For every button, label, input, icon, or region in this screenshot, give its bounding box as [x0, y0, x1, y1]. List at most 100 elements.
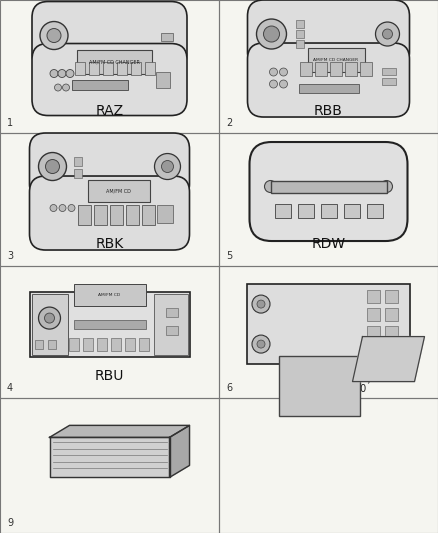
Text: 10: 10: [355, 384, 367, 394]
Text: 4: 4: [7, 383, 13, 393]
Text: AM/FM CD: AM/FM CD: [99, 293, 120, 297]
Bar: [166, 326, 177, 335]
FancyBboxPatch shape: [32, 2, 187, 69]
Circle shape: [39, 307, 60, 329]
Text: RBB: RBB: [314, 104, 343, 118]
Text: 1: 1: [7, 118, 13, 128]
Bar: [219, 0, 438, 133]
Circle shape: [39, 152, 67, 181]
Bar: [89, 61, 99, 75]
Circle shape: [252, 335, 270, 353]
Bar: [345, 62, 357, 76]
Bar: [296, 30, 304, 38]
Circle shape: [45, 313, 54, 323]
Bar: [275, 204, 290, 217]
Bar: [110, 205, 123, 225]
Bar: [47, 340, 56, 349]
Text: AM/FM CD: AM/FM CD: [106, 188, 131, 193]
Circle shape: [46, 159, 60, 174]
Bar: [88, 180, 149, 201]
Bar: [271, 181, 386, 192]
Bar: [74, 320, 145, 329]
Bar: [0, 133, 219, 266]
Circle shape: [63, 84, 70, 91]
Polygon shape: [170, 425, 190, 478]
Bar: [343, 204, 360, 217]
Bar: [32, 294, 67, 354]
Bar: [329, 62, 342, 76]
FancyBboxPatch shape: [29, 133, 190, 200]
Bar: [74, 168, 81, 177]
Circle shape: [257, 340, 265, 348]
Bar: [93, 205, 106, 225]
Bar: [296, 40, 304, 48]
Bar: [381, 78, 396, 85]
Circle shape: [162, 160, 173, 173]
Text: 2: 2: [226, 118, 232, 128]
Polygon shape: [49, 425, 190, 438]
Circle shape: [279, 68, 287, 76]
Ellipse shape: [265, 181, 276, 192]
Bar: [0, 266, 219, 398]
Bar: [321, 204, 336, 217]
Bar: [156, 71, 170, 87]
Bar: [0, 0, 219, 133]
Bar: [360, 62, 371, 76]
Bar: [153, 294, 187, 354]
Text: 3: 3: [7, 251, 13, 261]
Circle shape: [382, 29, 392, 39]
Bar: [385, 290, 398, 303]
Circle shape: [50, 69, 58, 77]
Bar: [35, 340, 42, 349]
Bar: [247, 284, 410, 364]
Circle shape: [68, 205, 75, 212]
Bar: [74, 284, 145, 306]
Bar: [367, 344, 380, 357]
Bar: [297, 204, 314, 217]
Bar: [300, 62, 311, 76]
Bar: [307, 48, 364, 72]
Circle shape: [40, 21, 68, 50]
Bar: [75, 61, 85, 75]
Circle shape: [47, 29, 61, 43]
Bar: [219, 398, 438, 533]
Bar: [299, 84, 358, 93]
Bar: [385, 308, 398, 321]
Circle shape: [375, 22, 399, 46]
Bar: [71, 79, 127, 90]
Circle shape: [279, 80, 287, 88]
FancyBboxPatch shape: [247, 43, 410, 117]
Bar: [279, 356, 360, 416]
Bar: [29, 292, 190, 357]
Bar: [219, 133, 438, 266]
Bar: [367, 204, 382, 217]
Text: 6: 6: [226, 383, 232, 393]
Circle shape: [264, 26, 279, 42]
Bar: [145, 61, 155, 75]
FancyBboxPatch shape: [29, 176, 190, 250]
Bar: [296, 20, 304, 28]
Circle shape: [50, 205, 57, 212]
Circle shape: [66, 69, 74, 77]
Bar: [110, 338, 120, 351]
Bar: [141, 205, 155, 225]
Bar: [131, 61, 141, 75]
Bar: [138, 338, 148, 351]
Polygon shape: [49, 438, 170, 478]
Bar: [156, 205, 173, 223]
Bar: [74, 157, 81, 166]
Circle shape: [155, 154, 180, 180]
Bar: [103, 61, 113, 75]
Bar: [385, 344, 398, 357]
Bar: [367, 326, 380, 339]
Bar: [166, 308, 177, 317]
FancyBboxPatch shape: [247, 0, 410, 68]
Bar: [77, 50, 152, 74]
Bar: [78, 205, 91, 225]
Text: AM/FM CD CHANGER: AM/FM CD CHANGER: [314, 58, 359, 62]
Circle shape: [59, 205, 66, 212]
Bar: [126, 205, 138, 225]
Bar: [367, 290, 380, 303]
Circle shape: [58, 69, 66, 77]
Bar: [219, 266, 438, 398]
